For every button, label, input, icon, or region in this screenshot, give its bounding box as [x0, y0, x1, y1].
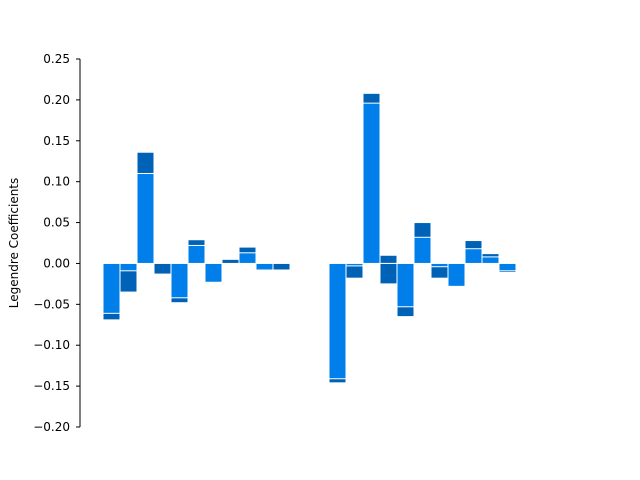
bar-outer	[379, 254, 398, 264]
bar-inner	[102, 262, 121, 314]
bar	[481, 253, 500, 264]
bars-layer	[102, 92, 517, 384]
bar	[379, 254, 398, 285]
y-tick-label: 0.25	[43, 52, 70, 66]
bar-inner	[328, 262, 347, 380]
bar	[153, 262, 172, 275]
bar-outer	[289, 262, 308, 265]
y-tick-label: −0.05	[33, 297, 70, 311]
bar	[447, 262, 466, 287]
bar-inner	[430, 262, 449, 268]
bar	[255, 262, 274, 271]
bar	[204, 262, 223, 283]
bar	[119, 262, 138, 293]
y-tick-label: 0.00	[43, 256, 70, 270]
bar-inner	[413, 236, 432, 264]
y-tick-label: −0.10	[33, 338, 70, 352]
bar	[272, 262, 291, 271]
bar-inner	[481, 256, 500, 264]
y-tick-label: 0.20	[43, 93, 70, 107]
bar	[170, 262, 189, 304]
bar	[396, 262, 415, 318]
bar	[221, 258, 240, 264]
bar	[430, 262, 449, 279]
y-tick-label: 0.05	[43, 216, 70, 230]
bar-inner	[345, 262, 364, 267]
bar	[328, 262, 347, 384]
bar-inner	[136, 172, 155, 264]
bar	[413, 222, 432, 264]
bar-inner	[498, 262, 517, 272]
y-tick-label: −0.20	[33, 420, 70, 434]
y-axis: −0.20 −0.15 −0.10 −0.05 0.00 0.05 0.10 0.15 0.20…	[33, 52, 81, 434]
bar-inner	[396, 262, 415, 308]
bar-inner	[447, 262, 466, 287]
bar-outer	[272, 262, 291, 271]
bar	[102, 262, 121, 321]
bar-inner	[187, 244, 206, 264]
bar-inner	[119, 262, 138, 272]
bar-outer	[153, 262, 172, 275]
bar	[498, 262, 517, 273]
bar	[464, 240, 483, 264]
bar	[238, 246, 257, 264]
y-tick-label: 0.10	[43, 175, 70, 189]
bar	[362, 92, 381, 264]
bar-inner	[238, 252, 257, 264]
bar	[136, 151, 155, 264]
y-tick-label: 0.15	[43, 134, 70, 148]
bar	[345, 262, 364, 279]
bar-inner	[255, 262, 274, 271]
bar	[289, 262, 308, 265]
bar	[187, 239, 206, 264]
bar-inner	[464, 248, 483, 264]
y-axis-label: Legendre Coefficients	[7, 178, 21, 309]
bar-extra	[379, 262, 398, 285]
y-tick-label: −0.15	[33, 379, 70, 393]
bar-inner	[204, 262, 223, 283]
bar-outer	[221, 258, 240, 264]
bar-inner	[170, 262, 189, 299]
bar-inner	[362, 102, 381, 264]
